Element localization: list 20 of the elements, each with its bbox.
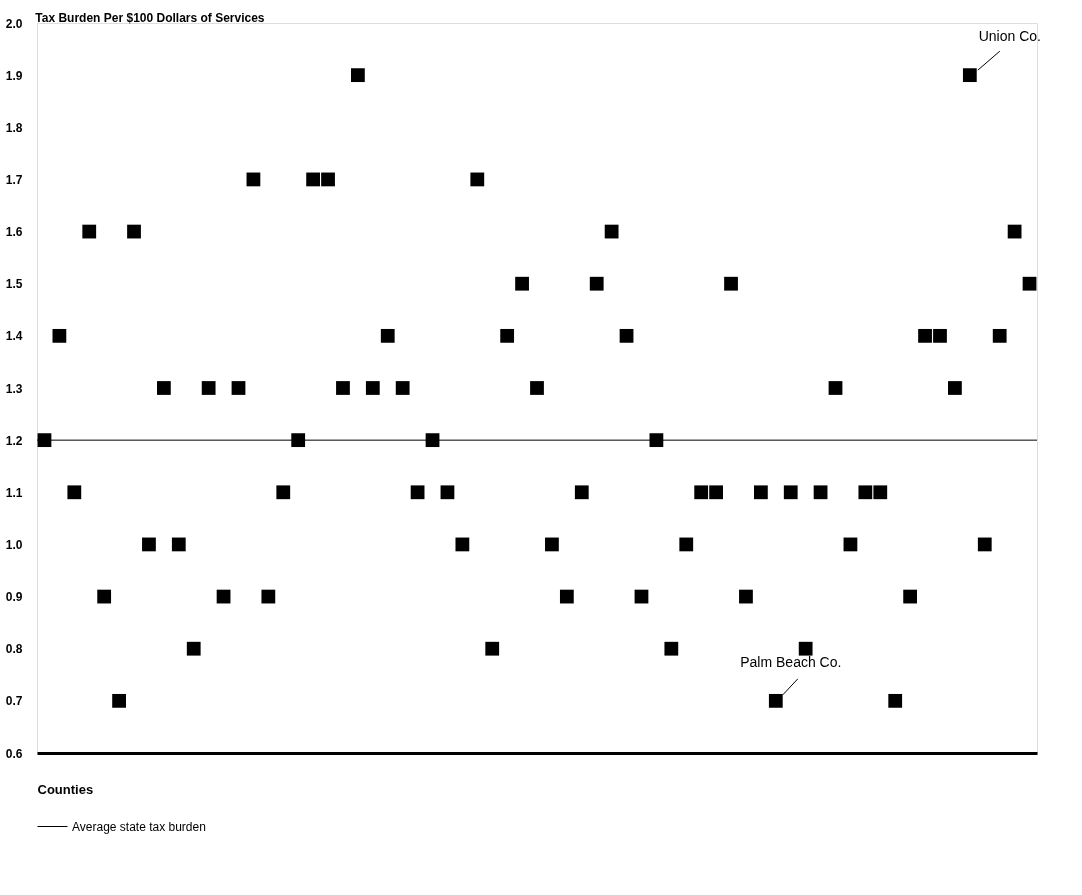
annotation: Palm Beach Co. [740,653,842,670]
y-tick-label: 1.7 [5,172,23,187]
y-tick-label: 1.3 [5,381,23,396]
y-tick-label: 0.8 [5,642,23,657]
y-tick-label: 0.7 [5,694,23,709]
y-tick-label: 1.1 [5,485,23,500]
y-tick-label: 2.0 [5,16,23,31]
y-tick-label: 1.5 [5,277,23,292]
y-tick-label: 0.6 [5,746,23,761]
y-tick-label: 1.6 [5,225,23,240]
annotation: Union Co. [978,28,1041,45]
x-axis-title: Counties [37,781,94,797]
chart-title: Tax Burden Per $100 Dollars of Services [35,11,265,25]
y-tick-label: 1.4 [5,329,23,344]
y-tick-label: 1.0 [5,537,23,552]
y-tick-label: 0.9 [5,590,23,605]
y-tick-label: 1.9 [5,68,23,83]
y-tick-label: 1.2 [5,433,23,448]
legend-label: Average state tax burden [72,819,206,834]
y-tick-label: 1.8 [5,120,23,135]
